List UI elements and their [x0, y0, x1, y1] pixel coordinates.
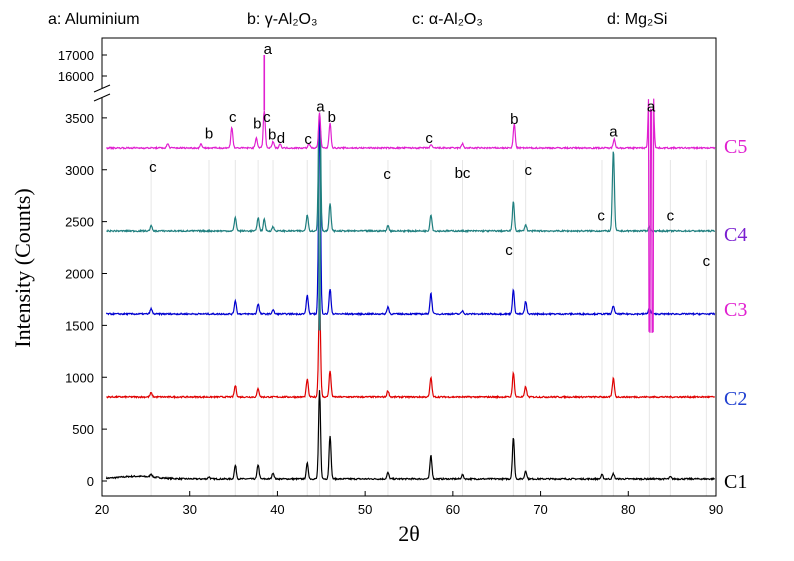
peak-annotation: a — [264, 41, 273, 58]
peak-annotation: b — [510, 111, 518, 128]
x-tick-label: 70 — [533, 502, 547, 517]
legend-entry: d: Mg₂Si — [607, 11, 667, 28]
peak-annotation: b — [328, 109, 336, 126]
y-tick-label: 500 — [72, 422, 94, 437]
plot-frame — [93, 37, 717, 497]
series-layer — [105, 55, 716, 482]
peak-annotation: d — [277, 130, 285, 147]
y-tick-label-upper: 16000 — [58, 69, 94, 84]
plot-border — [101, 37, 717, 497]
x-tick-label: 50 — [358, 502, 372, 517]
series-label-c4: C4 — [724, 224, 747, 246]
x-tick-label: 20 — [95, 502, 109, 517]
axis-break-mark — [93, 84, 111, 93]
axis-break-gap — [96, 88, 108, 97]
x-tick-label: 90 — [709, 502, 723, 517]
legend: a: Aluminium b: γ-Al₂O₃ c: α-Al₂O₃ d: Mg₂Si — [48, 11, 667, 28]
peak-annotation: bc — [455, 165, 471, 182]
series-line-c1 — [105, 390, 715, 482]
y-tick-label-upper: 17000 — [58, 48, 94, 63]
y-tick-label: 3000 — [65, 163, 94, 178]
peak-annotation: b — [253, 115, 261, 132]
y-tick-label: 2000 — [65, 267, 94, 282]
peak-annotation: a — [609, 124, 618, 141]
legend-entry: b: γ-Al₂O₃ — [247, 11, 318, 28]
series-labels: C1 C2 C3 C4 C5 — [724, 136, 747, 493]
y-axis-title: Intensity (Counts) — [10, 188, 35, 348]
peak-annotation: c — [229, 109, 237, 126]
peak-annotation: c — [304, 131, 312, 148]
peak-annotation: c — [525, 162, 533, 179]
x-tick-label: 40 — [270, 502, 284, 517]
legend-entry: c: α-Al₂O₃ — [412, 11, 483, 28]
legend-entry: a: Aluminium — [48, 11, 140, 28]
peak-annotation: a — [647, 99, 656, 116]
guide-lines — [150, 160, 707, 496]
axis-ticks: 20 30 40 50 60 70 80 90 0 500 1000 1500 2000 2500 3000… — [58, 48, 723, 517]
peak-annotation: c — [667, 208, 675, 225]
series-label-c5: C5 — [724, 136, 747, 158]
peak-annotation: c — [505, 242, 513, 259]
x-tick-label: 60 — [446, 502, 460, 517]
series-line-c2 — [106, 298, 716, 400]
peak-annotation: c — [149, 159, 157, 176]
peak-annotation: c — [383, 166, 391, 183]
peak-annotation: b — [205, 126, 213, 143]
axis-break-mark — [93, 93, 111, 102]
x-tick-label: 80 — [621, 502, 635, 517]
peak-annotation: c — [703, 253, 711, 270]
series-label-c1: C1 — [724, 471, 747, 493]
series-label-c3: C3 — [724, 299, 747, 321]
y-tick-label: 0 — [87, 474, 94, 489]
series-label-c2: C2 — [724, 388, 747, 410]
peak-annotation: c — [425, 130, 433, 147]
y-tick-label: 1000 — [65, 370, 94, 385]
x-axis-title: 2θ — [398, 521, 420, 546]
series-line-c4 — [106, 130, 716, 331]
peak-annotation: c — [263, 109, 271, 126]
peak-annotation: b — [268, 127, 276, 144]
y-tick-label: 2500 — [65, 215, 94, 230]
x-tick-label: 30 — [182, 502, 196, 517]
series-line-c3 — [105, 116, 716, 317]
peak-annotation: a — [316, 99, 325, 116]
series-line-c5 — [105, 98, 716, 334]
y-tick-label: 3500 — [65, 111, 94, 126]
peak-annotation: c — [597, 208, 605, 225]
y-tick-label: 1500 — [65, 318, 94, 333]
